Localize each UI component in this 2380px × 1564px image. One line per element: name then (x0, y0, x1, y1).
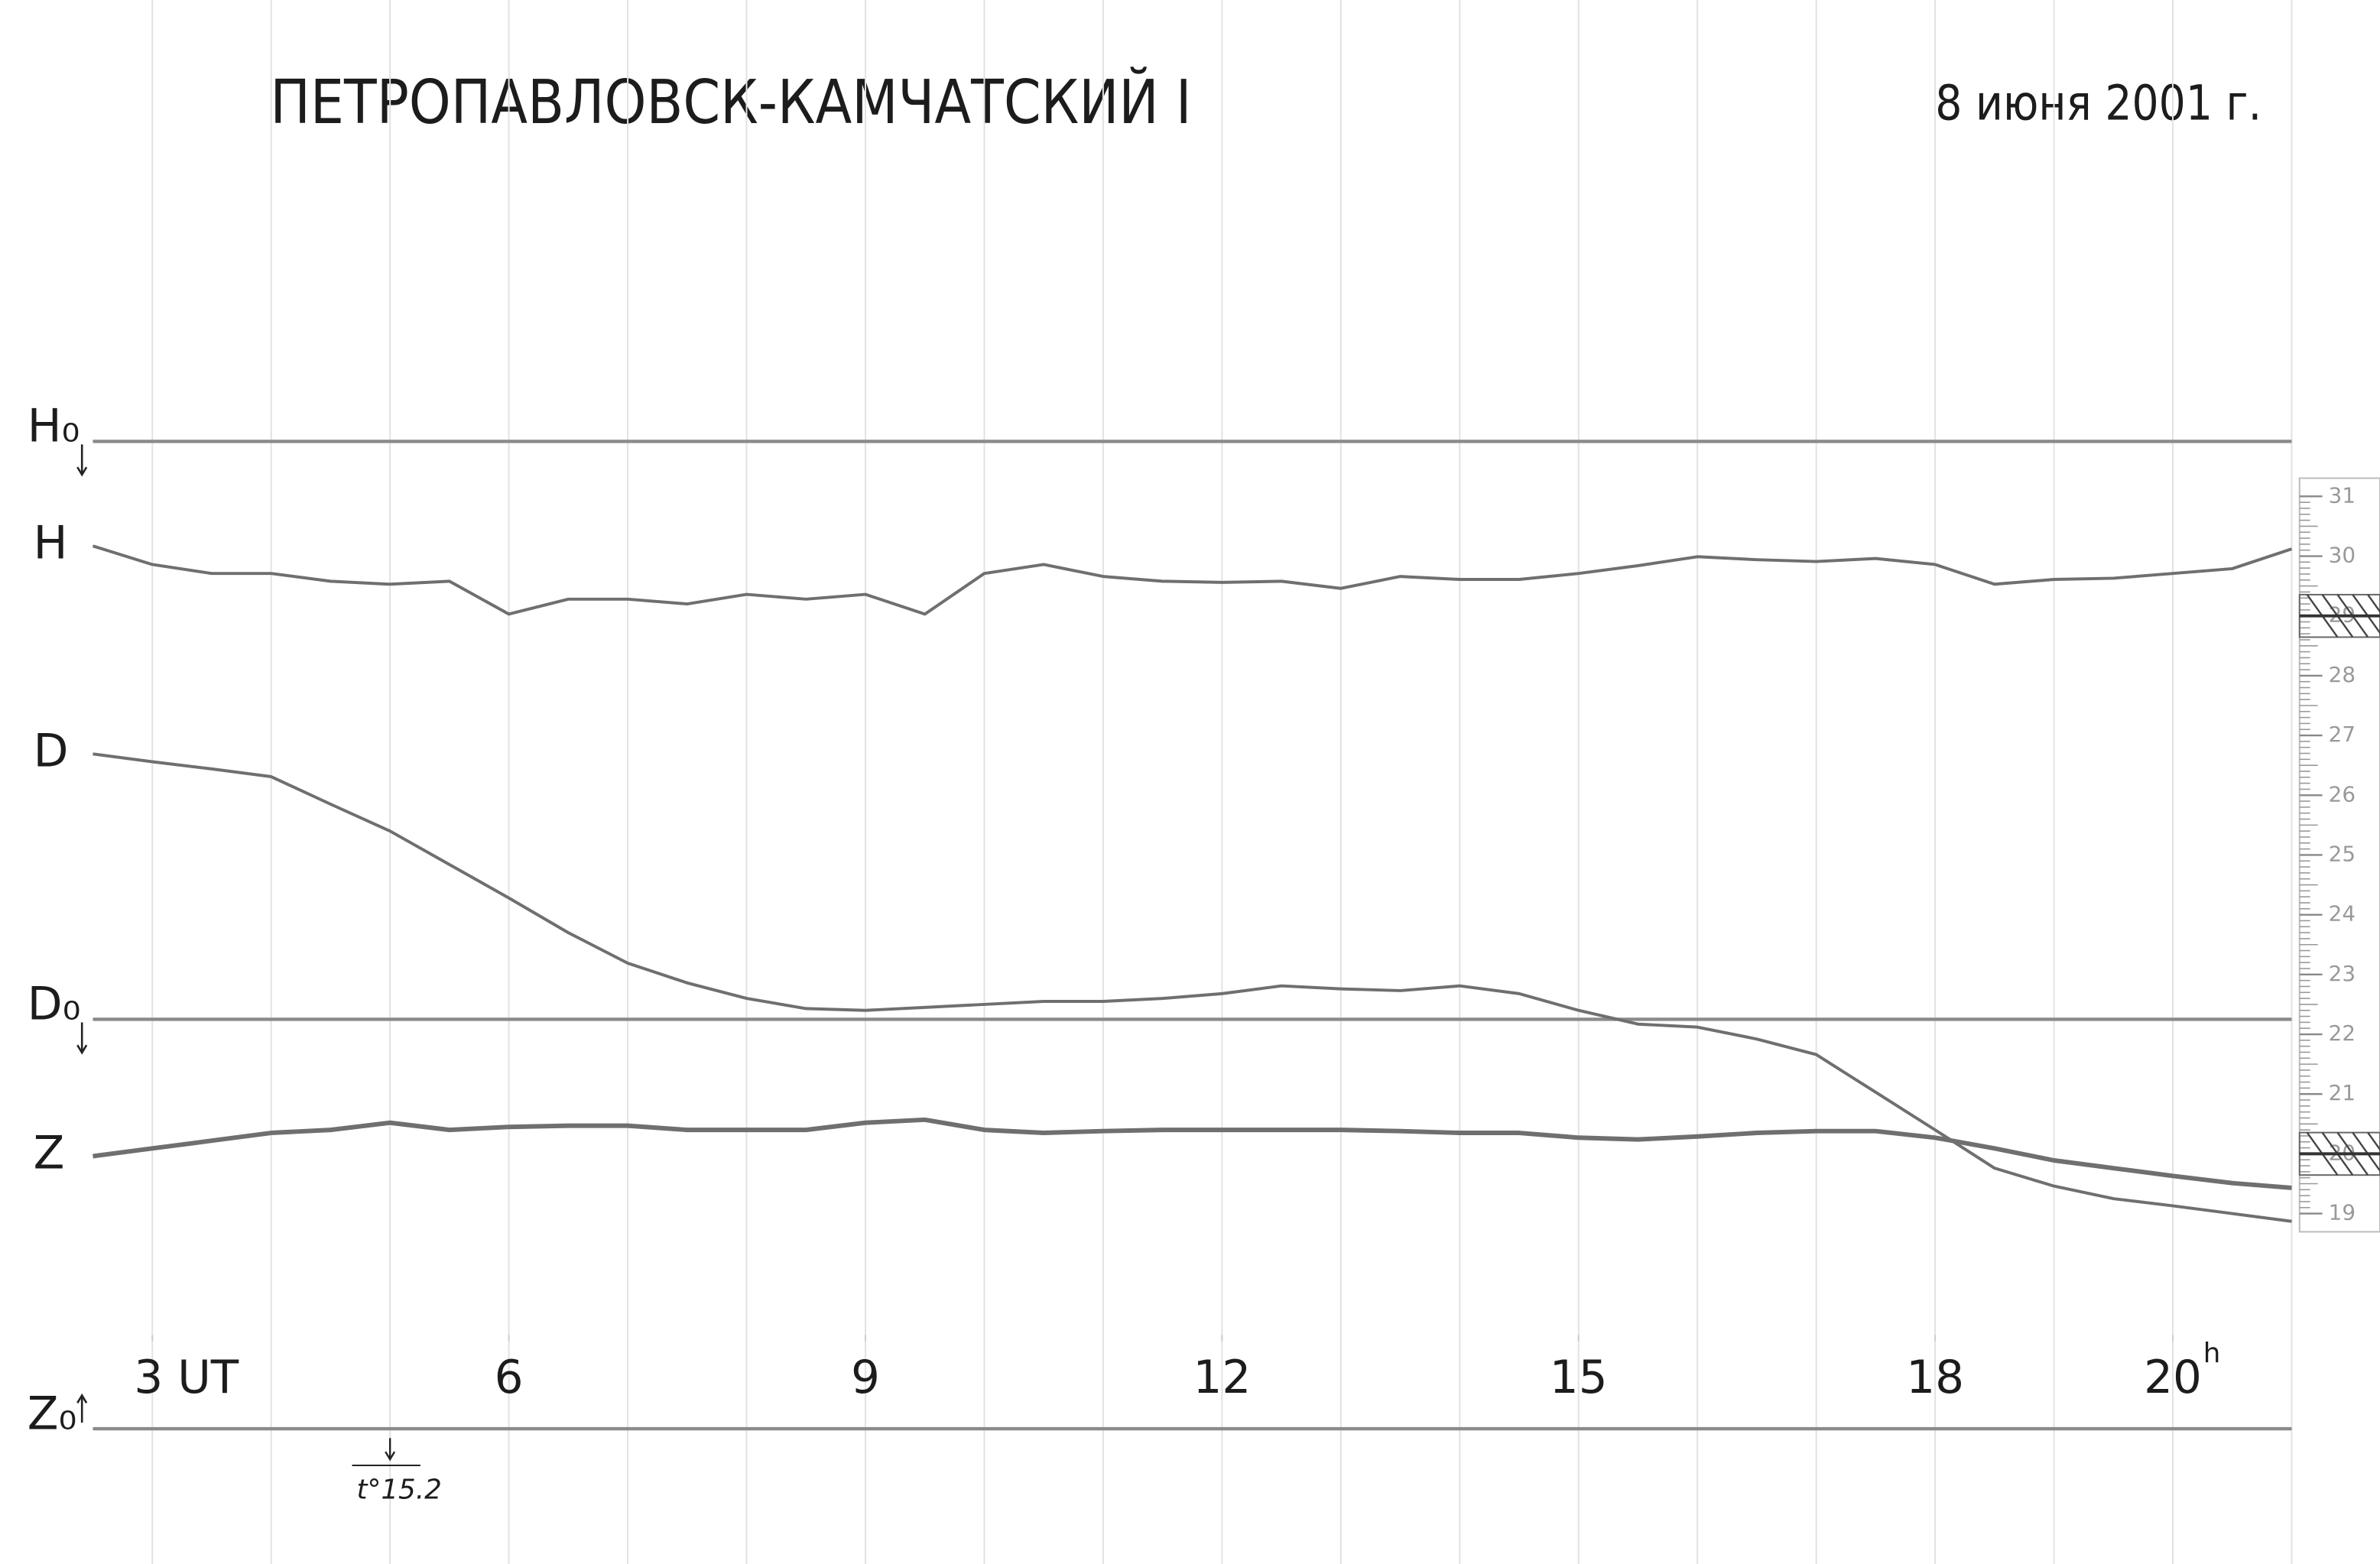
y-tick-label: 25 (2329, 841, 2356, 866)
x-tick-label: 12 (1193, 1351, 1251, 1404)
y-tick-label: 30 (2329, 543, 2356, 568)
x-tick-label: 9 (851, 1351, 880, 1404)
baseline-label: D₀ (28, 978, 81, 1031)
x-tick-label: 18 (1906, 1351, 1964, 1404)
trace-label: H (34, 517, 68, 569)
baseline-arrowhead (76, 466, 88, 477)
trace (93, 752, 2292, 1223)
x-tick-label: 6 (495, 1351, 524, 1404)
chart-date: 8 июня 2001 г. (1935, 75, 2261, 131)
baseline-label: Z₀ (28, 1387, 77, 1440)
y-tick-label: 24 (2329, 901, 2356, 926)
x-tick-superscript: h (2203, 1338, 2221, 1369)
ruler-hatch (2367, 594, 2380, 614)
y-tick-label: 23 (2329, 961, 2356, 986)
chart-title: ПЕТРОПАВЛОВСК-КАМЧАТСКИЙ I (270, 66, 1191, 138)
y-tick-label: 27 (2329, 722, 2356, 747)
baseline-label: H₀ (28, 401, 80, 453)
trace-label: D (34, 725, 69, 777)
y-tick-label: 31 (2329, 482, 2356, 508)
trace-label: Z (34, 1128, 65, 1180)
y-tick-label: 22 (2329, 1020, 2356, 1046)
ruler-hatch (2367, 1131, 2380, 1151)
y-tick-label: 26 (2329, 781, 2356, 806)
x-tick-label: 3 UT (134, 1351, 239, 1404)
y-tick-label: 28 (2329, 662, 2356, 687)
annotation-arrowhead (385, 1451, 396, 1462)
y-tick-label: 21 (2329, 1080, 2356, 1105)
baseline-arrowhead (76, 1044, 88, 1055)
annotation-text: t°15.2 (356, 1475, 441, 1506)
baseline-arrowhead (76, 1393, 88, 1403)
x-tick-label: 15 (1550, 1351, 1608, 1404)
x-tick-label: 20 (2144, 1351, 2202, 1404)
trace (92, 544, 2293, 616)
trace (93, 1117, 2292, 1190)
y-tick-label: 19 (2329, 1200, 2356, 1225)
